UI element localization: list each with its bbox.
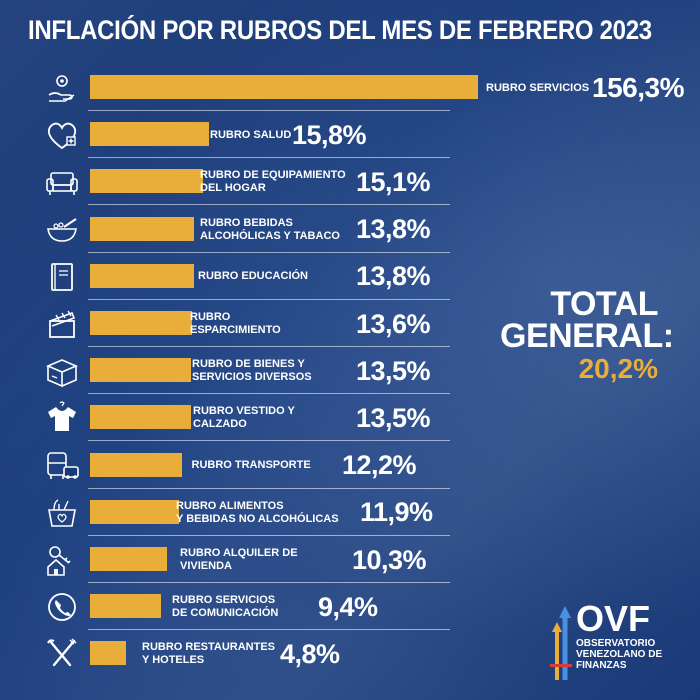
bar — [90, 358, 192, 383]
row-divider — [88, 204, 450, 206]
bar-row: RUBRO VESTIDO Y CALZADO 13,5% — [0, 395, 700, 442]
bar — [90, 641, 126, 666]
category-label: RUBRO ALIMENTOS Y BEBIDAS NO ALCOHÓLICAS — [176, 499, 339, 525]
row-divider — [88, 629, 450, 631]
value-label: 156,3% — [592, 72, 684, 103]
bar-row: RUBRO BEBIDAS ALCOHÓLICAS Y TABACO 13,8% — [0, 207, 700, 253]
bar-row: RUBRO DE BIENES Y SERVICIOS DIVERSOS 13,5… — [0, 348, 700, 395]
category-label: RUBRO SALUD — [210, 128, 292, 141]
bar — [90, 263, 194, 288]
bar-row: RUBRO TRANSPORTE 12,2% — [0, 443, 700, 489]
gear-hand-icon — [44, 71, 80, 105]
bowl-icon — [44, 213, 80, 247]
bus-car-icon — [44, 449, 80, 483]
category-label: RUBRO VESTIDO Y CALZADO — [193, 405, 295, 431]
value-label: 15,8% — [292, 119, 367, 150]
bar — [90, 499, 180, 524]
row-divider — [88, 346, 450, 347]
value-label: 13,5% — [356, 355, 431, 386]
logo-arrows-icon — [550, 606, 572, 680]
value-label: 13,6% — [356, 308, 431, 339]
bar — [90, 405, 192, 430]
category-label: RUBRO ALQUILER DE VIVIENDA — [180, 547, 298, 572]
category-label: RUBRO EDUCACIÓN — [198, 270, 308, 283]
key-house-icon — [44, 543, 80, 577]
category-label: RUBRO DE BIENES Y SERVICIOS DIVERSOS — [192, 358, 312, 384]
category-label: RUBRO SERVICIOS DE COMUNICACIÓN — [172, 594, 279, 620]
shirt-icon — [44, 401, 80, 435]
row-divider — [88, 393, 450, 395]
value-label: 13,8% — [356, 261, 431, 292]
bar — [90, 75, 478, 99]
category-label: RUBRO TRANSPORTE — [191, 459, 311, 472]
phone-icon — [44, 590, 80, 624]
category-label: RUBRO RESTAURANTES Y HOTELES — [142, 641, 276, 667]
bar — [90, 216, 194, 241]
sofa-icon — [44, 165, 80, 199]
total-label: TOTAL GENERAL: — [500, 285, 674, 355]
fork-knife-icon — [44, 637, 80, 671]
bar-row: RUBRO ALQUILER DE VIVIENDA 10,3% — [0, 537, 700, 583]
row-divider — [88, 298, 450, 300]
row-divider — [88, 157, 450, 159]
bar-row: RUBRO SERVICIOS DE COMUNICACIÓN 9,4% — [0, 584, 700, 631]
category-label: RUBRO DE EQUIPAMIENTO DEL HOGAR — [200, 169, 346, 195]
logo-name: OVF — [576, 598, 651, 639]
grocery-basket-icon — [44, 496, 80, 530]
value-label: 10,3% — [352, 544, 427, 575]
bar — [90, 452, 182, 477]
bar — [90, 169, 204, 194]
row-divider — [88, 582, 450, 583]
bar — [90, 311, 192, 335]
value-label: 13,5% — [356, 402, 431, 433]
value-label: 13,8% — [356, 214, 431, 245]
bar-row: RUBRO ALIMENTOS Y BEBIDAS NO ALCOHÓLICAS… — [0, 490, 700, 536]
bar-row: RUBRO DE EQUIPAMIENTO DEL HOGAR 15,1% — [0, 159, 700, 206]
book-icon — [44, 260, 80, 294]
category-label: RUBRO SERVICIOS — [486, 81, 590, 94]
value-label: 11,9% — [360, 497, 433, 528]
category-label: RUBRO ESPARCIMIENTO — [190, 311, 281, 336]
bar — [90, 122, 209, 147]
heart-plus-icon — [44, 118, 80, 152]
logo-subtitle: OBSERVATORIO VENEZOLANO DE FINANZAS — [576, 638, 663, 671]
value-label: 9,4% — [318, 591, 378, 622]
chart-title: INFLACIÓN POR RUBROS DEL MES DE FEBRERO … — [28, 16, 652, 46]
category-label: RUBRO BEBIDAS ALCOHÓLICAS Y TABACO — [200, 216, 340, 242]
box-icon — [44, 354, 80, 388]
bar-row: RUBRO ESPARCIMIENTO 13,6% — [0, 301, 700, 347]
bar-row: RUBRO SALUD 15,8% — [0, 112, 700, 159]
row-divider — [88, 251, 450, 253]
bar — [90, 547, 168, 571]
bar — [90, 594, 161, 619]
total-value: 20,2% — [578, 353, 658, 384]
bar-row: RUBRO SERVICIOS 156,3% — [0, 65, 700, 111]
clapperboard-icon — [44, 307, 80, 341]
total-block: TOTAL GENERAL: 20,2% — [500, 285, 674, 386]
value-label: 4,8% — [280, 638, 340, 669]
ovf-logo: OVF OBSERVATORIO VENEZOLANO DE FINANZAS — [548, 600, 688, 684]
row-divider — [88, 110, 450, 111]
value-label: 12,2% — [342, 450, 417, 481]
value-label: 15,1% — [356, 166, 431, 197]
row-divider — [88, 534, 450, 536]
bar-row: RUBRO EDUCACIÓN 13,8% — [0, 254, 700, 300]
bar-row: RUBRO RESTAURANTES Y HOTELES 4,8% — [0, 631, 700, 677]
row-divider — [88, 487, 450, 489]
row-divider — [88, 440, 450, 442]
